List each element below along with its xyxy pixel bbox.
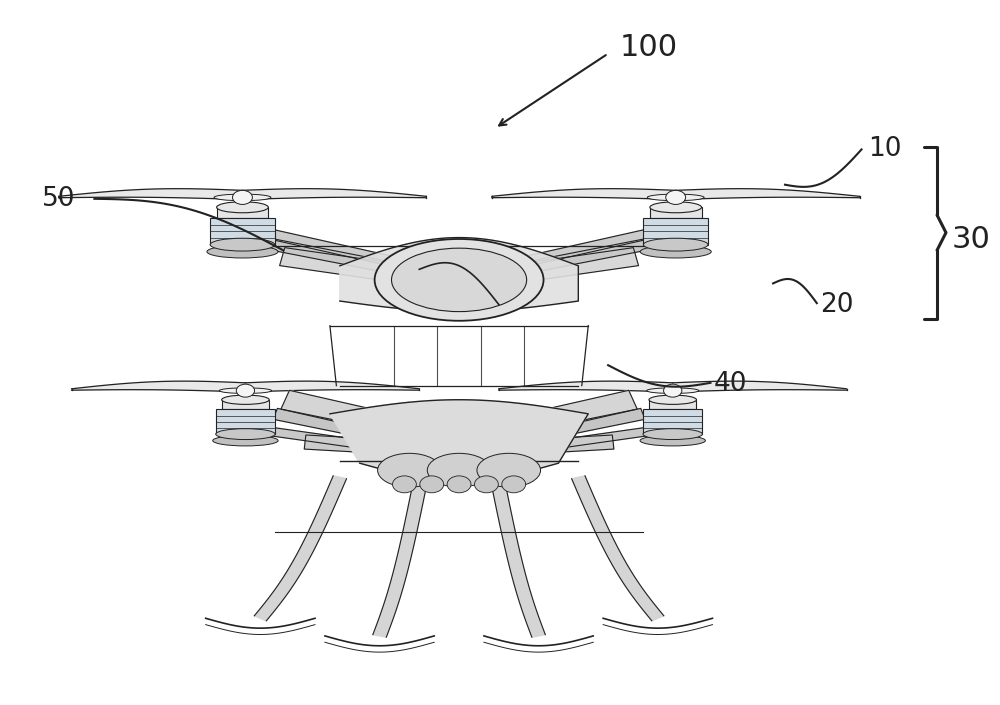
Ellipse shape bbox=[640, 245, 711, 258]
Polygon shape bbox=[304, 435, 430, 456]
Ellipse shape bbox=[207, 245, 278, 258]
Polygon shape bbox=[59, 189, 242, 200]
Polygon shape bbox=[496, 247, 639, 286]
Ellipse shape bbox=[210, 238, 275, 251]
Text: 30: 30 bbox=[952, 225, 991, 255]
Bar bbox=[649, 400, 696, 410]
Ellipse shape bbox=[427, 453, 491, 487]
Bar bbox=[643, 218, 708, 245]
Polygon shape bbox=[536, 408, 645, 441]
Circle shape bbox=[447, 476, 471, 493]
Polygon shape bbox=[281, 391, 414, 437]
Polygon shape bbox=[245, 381, 419, 392]
Polygon shape bbox=[673, 381, 847, 392]
Ellipse shape bbox=[649, 395, 696, 405]
Ellipse shape bbox=[222, 395, 269, 405]
Bar bbox=[643, 410, 702, 434]
Circle shape bbox=[420, 476, 444, 493]
Polygon shape bbox=[492, 189, 676, 200]
Circle shape bbox=[502, 476, 526, 493]
Polygon shape bbox=[254, 476, 346, 621]
Polygon shape bbox=[522, 424, 674, 453]
Text: 40: 40 bbox=[713, 372, 747, 397]
Polygon shape bbox=[280, 247, 422, 286]
Bar bbox=[650, 207, 702, 218]
Ellipse shape bbox=[213, 435, 278, 446]
Ellipse shape bbox=[650, 202, 702, 213]
Polygon shape bbox=[676, 189, 860, 200]
Circle shape bbox=[666, 190, 686, 204]
Circle shape bbox=[474, 476, 498, 493]
Text: 50: 50 bbox=[42, 186, 75, 212]
Ellipse shape bbox=[643, 238, 708, 251]
Ellipse shape bbox=[214, 194, 271, 201]
Text: 100: 100 bbox=[620, 33, 678, 63]
Polygon shape bbox=[572, 476, 664, 621]
Polygon shape bbox=[260, 237, 402, 275]
Ellipse shape bbox=[392, 248, 527, 312]
Text: 10: 10 bbox=[868, 137, 902, 162]
Ellipse shape bbox=[477, 453, 541, 487]
Ellipse shape bbox=[375, 239, 544, 321]
Bar bbox=[210, 218, 275, 245]
Polygon shape bbox=[340, 238, 578, 312]
Bar bbox=[222, 400, 269, 410]
Polygon shape bbox=[373, 486, 426, 637]
Circle shape bbox=[236, 384, 255, 397]
Circle shape bbox=[664, 384, 682, 397]
Bar bbox=[216, 410, 275, 434]
Bar bbox=[217, 207, 268, 218]
Polygon shape bbox=[268, 229, 461, 281]
Polygon shape bbox=[517, 237, 658, 275]
Polygon shape bbox=[457, 229, 650, 281]
Polygon shape bbox=[244, 424, 396, 453]
Polygon shape bbox=[505, 391, 637, 437]
Circle shape bbox=[233, 190, 252, 204]
Text: 20: 20 bbox=[820, 292, 853, 317]
Ellipse shape bbox=[643, 429, 702, 439]
Ellipse shape bbox=[217, 202, 268, 213]
Polygon shape bbox=[499, 381, 673, 392]
Ellipse shape bbox=[216, 429, 275, 439]
Polygon shape bbox=[488, 435, 614, 456]
Polygon shape bbox=[273, 408, 382, 441]
Polygon shape bbox=[242, 189, 426, 200]
Polygon shape bbox=[330, 400, 588, 481]
Ellipse shape bbox=[219, 388, 272, 393]
Ellipse shape bbox=[647, 194, 704, 201]
Polygon shape bbox=[492, 486, 545, 637]
Ellipse shape bbox=[640, 435, 705, 446]
Circle shape bbox=[393, 476, 416, 493]
Ellipse shape bbox=[378, 453, 441, 487]
Ellipse shape bbox=[647, 388, 699, 393]
Polygon shape bbox=[72, 381, 245, 392]
